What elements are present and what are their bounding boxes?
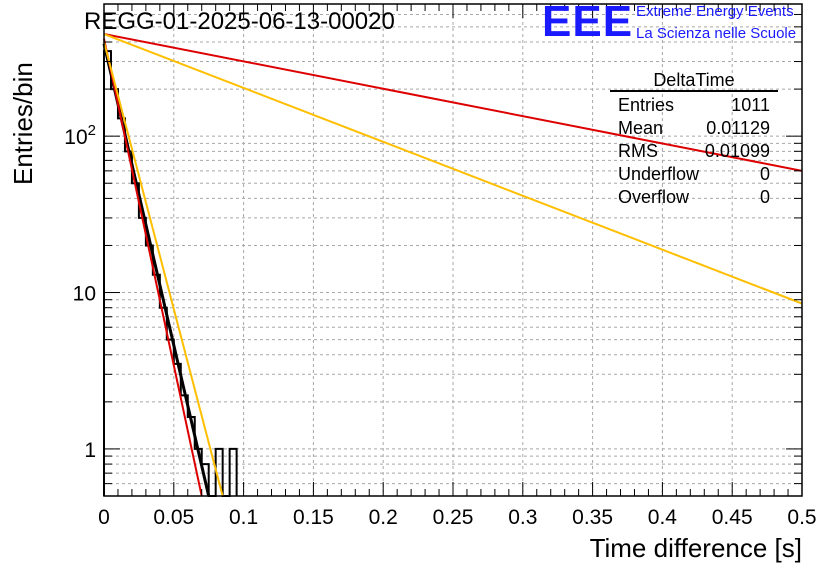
chart-title: REGG-01-2025-06-13-00020 <box>84 8 395 35</box>
y-tick-label: 1 <box>84 439 96 462</box>
stats-value: 0 <box>759 164 770 184</box>
x-tick-label: 0.2 <box>369 506 398 529</box>
x-tick-label: 0.25 <box>433 506 474 529</box>
fit-lines <box>102 33 803 497</box>
x-tick-label: 0.45 <box>712 506 753 529</box>
stats-value: 0 <box>759 187 770 207</box>
fit-line <box>103 38 203 497</box>
fit-line <box>103 33 803 172</box>
x-tick-label: 0.5 <box>787 506 816 529</box>
stats-row: Mean 0.01129 <box>610 117 778 140</box>
x-tick-label: 0.1 <box>229 506 258 529</box>
stats-label: Underflow <box>618 164 700 184</box>
y-tick-label: 10 <box>73 283 96 306</box>
x-tick-label: 0.05 <box>153 506 194 529</box>
eee-logo: EEE <box>542 0 634 46</box>
x-tick-label: 0.3 <box>508 506 537 529</box>
x-tick-label: 0.35 <box>572 506 613 529</box>
stats-label: RMS <box>618 141 658 161</box>
stats-value: 0.01129 <box>706 118 770 138</box>
stats-value: 0.01099 <box>704 141 770 161</box>
ticks: 0 0.05 0.1 0.15 0.2 0.25 0.3 0.35 0.4 0.45 0.51101… <box>64 3 817 529</box>
stats-row: Entries 1011 <box>610 94 778 117</box>
stats-label: Mean <box>618 118 664 138</box>
y-axis-label: Entries/bin <box>8 62 38 185</box>
x-tick-label: 0.4 <box>648 506 678 529</box>
x-tick-label: 0.15 <box>293 506 334 529</box>
stats-row: Overflow 0 <box>610 186 778 209</box>
stats-row: RMS 0.01099 <box>610 140 778 163</box>
stats-value: 1011 <box>731 95 770 115</box>
grid <box>103 3 803 497</box>
logo-line-1: Extreme Energy Events <box>636 3 794 20</box>
y-tick-label: 102 <box>64 122 96 149</box>
x-tick-label: 0 <box>98 506 110 529</box>
stats-row: Underflow 0 <box>610 163 778 186</box>
stats-label: Overflow <box>618 187 690 207</box>
fit-line <box>103 33 803 305</box>
stats-title: DeltaTime <box>610 70 778 92</box>
x-axis-label: Time difference [s] <box>589 533 802 563</box>
logo-line-2: La Scienza nelle Scuole <box>636 25 797 42</box>
stats-box: DeltaTime Entries 1011 Mean 0.01129 RMS … <box>610 70 778 209</box>
stats-label: Entries <box>618 95 675 115</box>
fit-line <box>103 41 224 497</box>
